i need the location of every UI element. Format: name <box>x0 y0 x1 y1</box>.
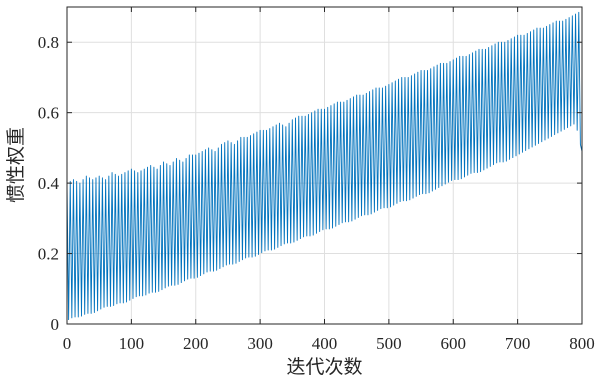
y-tick-label: 0.4 <box>38 174 60 193</box>
y-axis-label: 惯性权重 <box>5 127 27 203</box>
y-tick-label: 0.6 <box>38 104 59 123</box>
x-tick-labels: 0 100 200 300 400 500 600 700 800 <box>63 334 595 353</box>
x-axis-label: 迭代次数 <box>286 356 362 378</box>
x-tick-label: 100 <box>119 334 145 353</box>
x-tick-label: 700 <box>505 334 531 353</box>
x-tick-label: 0 <box>63 334 72 353</box>
x-tick-label: 600 <box>441 334 467 353</box>
y-tick-labels: 0 0.2 0.4 0.6 0.8 <box>38 33 60 334</box>
x-tick-label: 500 <box>376 334 402 353</box>
y-tick-label: 0.8 <box>38 33 59 52</box>
x-tick-label: 200 <box>183 334 209 353</box>
x-tick-label: 800 <box>569 334 595 353</box>
series-layer <box>66 11 583 321</box>
tick-marks <box>66 7 583 325</box>
x-tick-label: 300 <box>247 334 273 353</box>
y-tick-label: 0 <box>51 315 60 334</box>
x-tick-label: 400 <box>312 334 338 353</box>
inertia-weight-line <box>66 11 583 321</box>
y-tick-label: 0.2 <box>38 245 59 264</box>
